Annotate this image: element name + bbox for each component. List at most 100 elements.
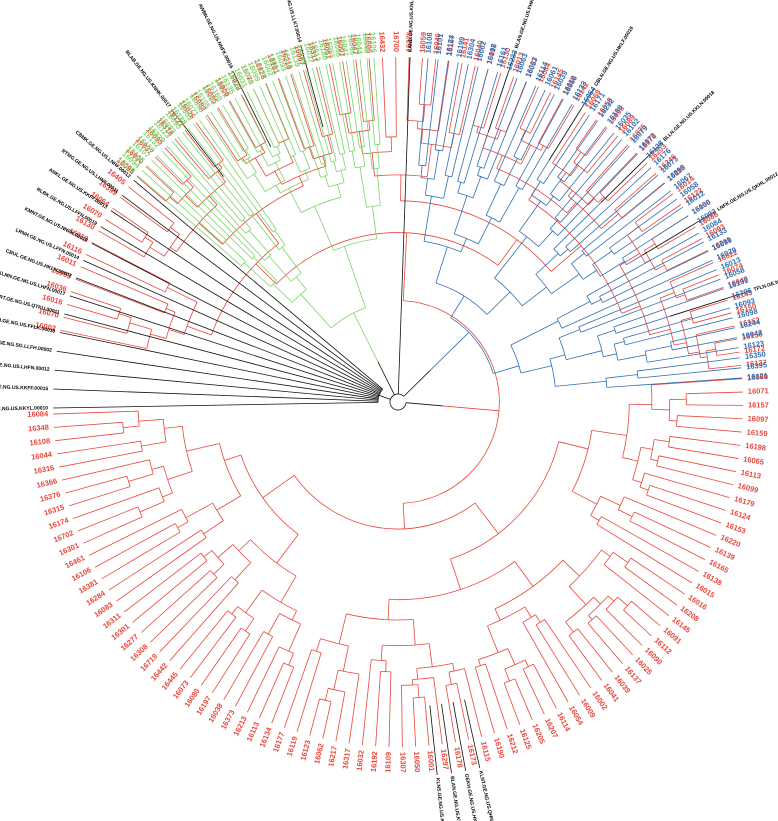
tree-branch xyxy=(355,59,364,122)
tree-arc xyxy=(639,472,645,488)
tree-branch xyxy=(339,61,356,151)
tree-branch xyxy=(290,73,315,146)
tree-arc xyxy=(646,485,651,496)
tree-branch xyxy=(255,263,277,285)
tree-arc xyxy=(237,606,255,619)
tree-arc xyxy=(300,196,342,213)
tree-arc xyxy=(475,663,486,668)
tree-branch xyxy=(672,337,738,351)
tree-branch xyxy=(585,127,608,156)
tree-arc xyxy=(366,205,381,208)
tree-branch xyxy=(533,663,557,709)
tree-branch xyxy=(166,308,176,313)
tree-arc xyxy=(549,358,556,387)
tree-arc xyxy=(283,662,294,668)
tree-branch xyxy=(368,58,375,121)
leaf-label: CBRT.GE.NG.US.KKYL.00010 xyxy=(0,405,48,412)
tree-branch xyxy=(116,537,207,602)
tree-branch xyxy=(375,671,381,747)
tree-branch xyxy=(186,325,212,336)
tree-branch xyxy=(371,206,378,239)
tree-branch xyxy=(421,129,424,144)
tree-branch xyxy=(582,270,597,280)
tree-arc xyxy=(336,169,346,173)
tree-branch xyxy=(164,425,183,429)
tree-branch xyxy=(416,668,418,680)
tree-arc xyxy=(237,154,248,162)
tree-branch xyxy=(601,516,699,572)
tree-arc xyxy=(122,422,125,433)
tree-arc xyxy=(603,552,614,565)
tree-branch xyxy=(64,313,379,398)
tree-arc xyxy=(371,659,387,662)
tree-arc xyxy=(590,496,601,516)
leaf-label: KLNS.GE.NG.US.KHLQ.00013 xyxy=(434,778,447,821)
tree-branch xyxy=(680,316,692,321)
leaf-label: 16124 xyxy=(729,507,752,522)
tree-branch xyxy=(121,194,383,391)
tree-branch xyxy=(669,290,751,317)
tree-branch xyxy=(159,576,232,652)
leaf-label: 16700 xyxy=(392,31,401,52)
tree-arc xyxy=(163,466,173,494)
tree-branch xyxy=(246,646,280,713)
tree-branch xyxy=(260,144,266,153)
tree-arc xyxy=(219,443,242,497)
tree-branch xyxy=(83,516,143,544)
tree-arc xyxy=(586,190,599,203)
leaf-label: 16097 xyxy=(747,414,768,424)
tree-arc xyxy=(568,549,602,587)
tree-branch xyxy=(657,226,696,250)
tree-branch xyxy=(605,374,638,379)
tree-arc xyxy=(293,475,476,530)
tree-arc xyxy=(668,436,671,448)
tree-branch xyxy=(600,142,663,203)
tree-branch xyxy=(578,269,717,328)
tree-branch xyxy=(690,299,728,313)
tree-arc xyxy=(457,181,465,184)
tree-arc xyxy=(668,399,671,421)
tree-branch xyxy=(566,350,602,361)
tree-arc xyxy=(519,230,539,247)
tree-branch xyxy=(322,701,332,739)
tree-arc xyxy=(676,415,678,427)
tree-arc xyxy=(553,248,561,257)
tree-branch xyxy=(60,329,147,349)
tree-branch xyxy=(451,66,479,177)
tree-arc xyxy=(629,511,635,522)
tree-branch xyxy=(603,353,617,358)
tree-branch xyxy=(190,616,237,678)
tree-branch xyxy=(661,238,703,261)
tree-branch xyxy=(622,457,638,462)
tree-branch xyxy=(644,243,656,251)
tree-arc xyxy=(355,165,365,169)
tree-arc xyxy=(413,696,425,699)
tree-arc xyxy=(450,317,494,374)
tree-branch xyxy=(402,232,408,301)
leaf-label: 16121 xyxy=(747,371,768,381)
tree-branch xyxy=(128,473,154,482)
tree-branch xyxy=(438,60,450,132)
tree-branch xyxy=(162,492,173,498)
tree-arc xyxy=(281,165,326,185)
tree-arc xyxy=(164,282,171,293)
tree-branch xyxy=(658,455,736,473)
leaf-label: 16098 xyxy=(331,36,343,58)
tree-branch xyxy=(521,103,573,190)
tree-branch xyxy=(141,441,167,447)
leaf-label: 16177 xyxy=(271,731,286,754)
tree-branch xyxy=(94,523,176,568)
tree-branch xyxy=(457,68,489,182)
tree-branch xyxy=(520,94,555,161)
tree-branch xyxy=(448,671,452,685)
tree-branch xyxy=(323,163,328,176)
tree-branch xyxy=(607,595,615,602)
tree-branch xyxy=(514,561,534,587)
tree-branch xyxy=(303,70,323,137)
tree-branch xyxy=(617,354,646,361)
tree-branch xyxy=(632,479,642,483)
tree-arc xyxy=(257,149,263,153)
tree-branch xyxy=(588,615,593,620)
tree-branch xyxy=(169,246,177,252)
tree-branch xyxy=(161,150,266,261)
